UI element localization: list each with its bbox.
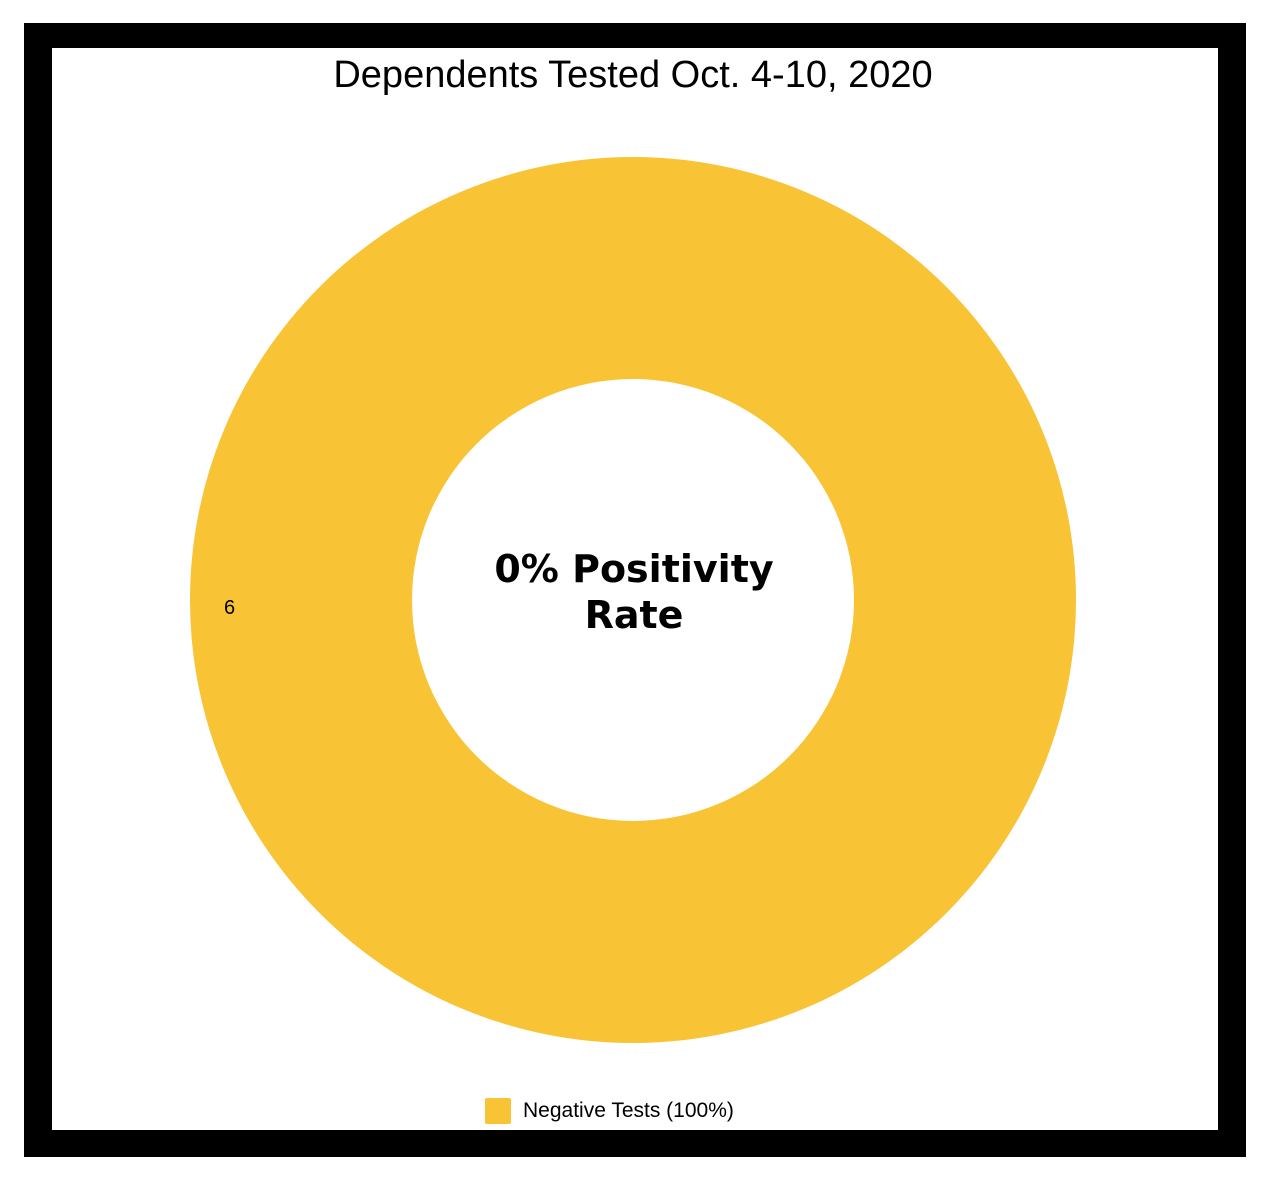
legend-label: Negative Tests (100%) — [523, 1099, 734, 1122]
center-label-line-1: 0% Positivity — [494, 547, 774, 591]
chart-title: Dependents Tested Oct. 4-10, 2020 — [333, 54, 933, 96]
donut-slices — [190, 157, 1076, 1043]
legend-swatch — [485, 1098, 511, 1124]
slice-data-label: 6 — [224, 597, 236, 619]
legend: Negative Tests (100%) — [485, 1097, 734, 1125]
donut-slice-0 — [190, 157, 1076, 1043]
center-label: 0% Positivity Rate — [434, 546, 834, 638]
center-label-line-2: Rate — [584, 593, 684, 637]
